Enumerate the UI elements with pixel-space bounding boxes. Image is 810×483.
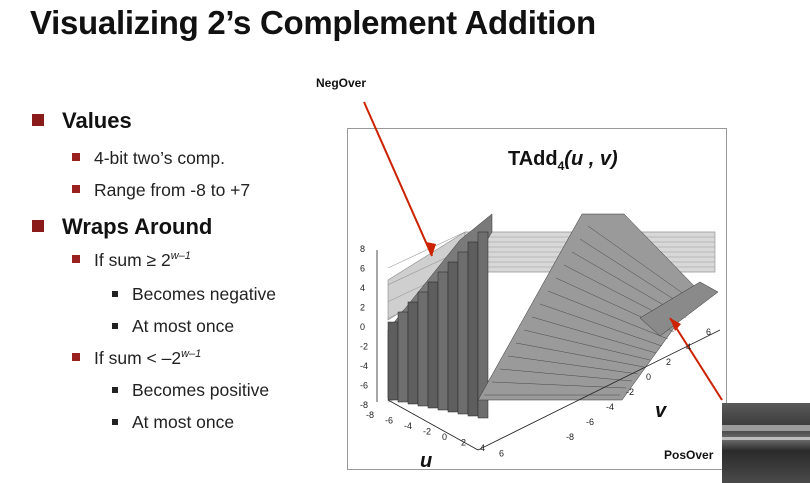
negover-bar: [407, 301, 419, 405]
negover-label: NegOver: [316, 76, 367, 90]
u-tick-label: 6: [499, 449, 504, 459]
bullet-wraps: Wraps Around: [32, 214, 212, 240]
v-axis-line: [477, 329, 721, 451]
plot-title: TAdd4(u , v): [508, 148, 618, 173]
bullet-dot-icon: [112, 291, 118, 297]
bullet-square-icon: [32, 220, 44, 232]
bullet-square-icon: [72, 153, 80, 161]
u-tick-label: 4: [480, 443, 485, 453]
bullet-dot-icon: [112, 387, 118, 393]
z-tick-label: 0: [360, 322, 365, 332]
u-tick-label: 0: [442, 432, 447, 442]
z-tick-label: 6: [360, 264, 365, 274]
middle-ramp: [477, 213, 701, 401]
u-axis-ticks: -8 -6 -4 -2 0 2 4 6: [366, 410, 504, 459]
bullet-values: Values: [32, 108, 132, 134]
posover-label: PosOver: [664, 448, 714, 462]
ramp-gridline: [507, 355, 639, 375]
u-tick-label: -2: [423, 427, 431, 437]
bullet-square-icon: [72, 353, 80, 361]
slide-title: Visualizing 2’s Complement Addition: [30, 4, 596, 41]
u-tick-label: -4: [404, 421, 412, 431]
negover-bars: [387, 231, 489, 419]
ramp-gridline: [531, 316, 657, 354]
u-tick-label: 2: [461, 438, 466, 448]
ramp-gridline: [491, 381, 627, 389]
ramp-gridline: [547, 290, 669, 340]
v-tick-label: 0: [646, 372, 651, 382]
bullet-becomes-negative: Becomes negative: [112, 284, 276, 305]
z-tick-label: 2: [360, 303, 365, 313]
back-gridline: [387, 231, 466, 269]
z-tick-label: -4: [360, 361, 368, 371]
bullet-if-sum-lt: If sum < –2w–1: [72, 348, 201, 369]
negover-arrow: [363, 101, 433, 257]
ramp-gridline: [515, 342, 645, 368]
bullet-square-icon: [32, 114, 44, 126]
z-tick-label: -8: [360, 400, 368, 410]
bullet-at-most-once-2: At most once: [112, 412, 234, 433]
webcam-detail: [722, 425, 810, 431]
z-tick-label: -2: [360, 342, 368, 352]
u-tick-label: -6: [385, 416, 393, 426]
negover-bar: [467, 241, 479, 417]
u-axis-label: u: [420, 450, 433, 472]
v-tick-label: -8: [566, 432, 574, 442]
u-axis-line: [387, 399, 479, 451]
bullet-if-sum-ge: If sum ≥ 2w–1: [72, 250, 191, 271]
v-tick-label: -6: [586, 417, 594, 427]
middle-ramp-grid: [484, 225, 699, 396]
v-axis-label: v: [655, 400, 667, 422]
negover-bar: [427, 281, 439, 409]
posover-block: [639, 281, 719, 337]
v-axis-ticks: -8 -6 -4 -2 0 2 4 6: [566, 327, 711, 442]
posover-arrowhead: [670, 318, 681, 331]
posover-arrow: [669, 317, 723, 401]
negover-bar: [477, 231, 489, 419]
negover-bar: [417, 291, 429, 407]
webcam-thumbnail: [722, 403, 810, 483]
v-tick-label: -2: [626, 387, 634, 397]
bullet-at-most-once-1: At most once: [112, 316, 234, 337]
negover-bar: [437, 271, 449, 411]
negover-bar: [447, 261, 459, 413]
ramp-gridline: [499, 368, 633, 382]
negover-bar: [387, 321, 399, 401]
bullet-values-sub1: 4-bit two’s comp.: [72, 148, 225, 169]
ramp-gridline: [539, 303, 663, 347]
z-axis-ticks: 8 6 4 2 0 -2 -4 -6 -8: [360, 244, 368, 410]
u-tick-label: -8: [366, 410, 374, 420]
ramp-gridline: [523, 329, 651, 361]
bullet-dot-icon: [112, 419, 118, 425]
ramp-gridline: [587, 225, 699, 305]
negover-bar: [457, 251, 469, 415]
z-tick-label: 8: [360, 244, 365, 254]
bullet-values-sub2: Range from -8 to +7: [72, 180, 250, 201]
negover-bar: [397, 311, 409, 403]
webcam-detail: [722, 437, 810, 440]
bullet-square-icon: [72, 185, 80, 193]
z-tick-label: 4: [360, 283, 365, 293]
bullet-square-icon: [72, 255, 80, 263]
v-tick-label: 6: [706, 327, 711, 337]
z-tick-label: -6: [360, 381, 368, 391]
bullet-dot-icon: [112, 323, 118, 329]
v-tick-label: 2: [666, 357, 671, 367]
negover-arrowhead: [426, 242, 436, 256]
v-tick-label: -4: [606, 402, 614, 412]
bullet-becomes-positive: Becomes positive: [112, 380, 269, 401]
v-tick-label: 4: [686, 342, 691, 352]
